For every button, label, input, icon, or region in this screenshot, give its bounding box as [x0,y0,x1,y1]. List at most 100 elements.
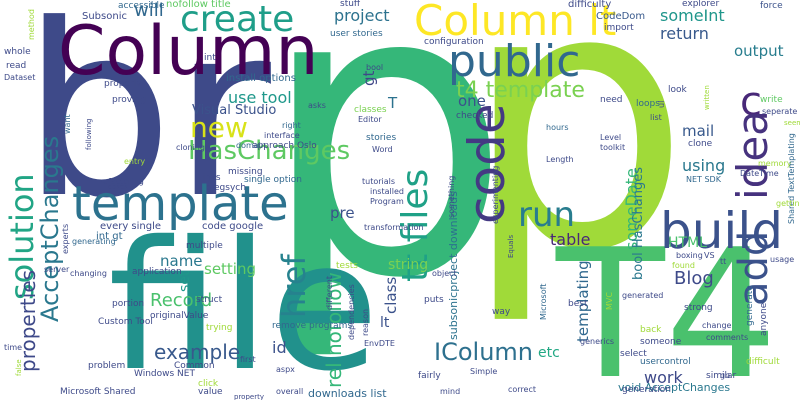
word-cloud-word: user stories [330,30,383,39]
word-cloud-word: table [550,232,591,248]
word-cloud-word: single option [244,176,302,185]
word-cloud-word: force [760,2,783,11]
word-cloud-word: bool [366,64,383,72]
word-cloud-word: clone [688,140,712,149]
word-cloud-word: dependencies [348,284,356,340]
word-cloud-word: generics [580,338,614,346]
word-cloud-word: write [760,96,783,105]
word-cloud-word: proving [112,96,146,105]
word-cloud-word: IColumn [434,340,533,364]
word-cloud-word: HTML [668,236,707,250]
word-cloud-word: comments [706,334,748,342]
word-cloud-word: stories [366,134,396,143]
word-cloud-word: explorer [682,0,719,9]
word-cloud-word: Custom Tool [98,318,153,327]
word-cloud-word: gt [362,71,377,86]
word-cloud-word: Microsoft Shared [60,388,136,397]
word-cloud-word: toolkit [600,144,625,152]
word-cloud-word: changing [70,270,107,278]
word-cloud-word: written [704,85,711,110]
word-cloud-word: someone [640,338,681,347]
word-cloud-word: code google [202,222,263,232]
word-cloud-word: something [448,176,456,218]
word-cloud-word: project [334,8,390,24]
word-cloud-word: installed [370,188,404,196]
word-cloud-word: puts [424,296,444,305]
word-cloud-word: cloning [176,144,205,152]
word-cloud-word: need [600,96,623,105]
word-cloud-word: way [492,308,510,317]
word-cloud-word: Level [600,134,621,142]
word-cloud-word: property [234,394,264,400]
word-cloud-word: getting [776,200,800,208]
word-cloud-word: etc [538,346,560,360]
word-cloud-word: properties [18,270,38,372]
word-cloud-word: setting [204,262,256,277]
word-cloud-word: lt [380,316,389,330]
word-cloud-word: mail [682,124,714,139]
word-cloud-word: best [568,300,587,309]
word-cloud-word: cases [108,184,128,191]
word-cloud-word: tt [720,258,726,266]
word-cloud-word: boxing [676,252,703,260]
word-cloud-word: int [204,54,216,63]
word-cloud-word: olegsych [206,184,246,193]
word-cloud-word: Simple [470,368,497,376]
word-cloud-word: entry [124,158,145,166]
word-cloud-word: Windows NET [134,370,195,379]
word-cloud-word: install options [226,74,296,84]
word-cloud-word: different [326,276,334,310]
word-cloud-word: false [16,359,23,376]
word-cloud-word: application [132,268,182,277]
word-cloud-word: ul [658,101,666,108]
word-cloud-word: stuff [340,0,360,9]
word-cloud-word: downloads list [308,388,387,399]
word-cloud-word: properly [104,80,142,89]
word-cloud-word: seperate [762,108,797,116]
word-cloud-word: Editor [358,116,382,124]
word-cloud-word: AcceptChanges [38,136,62,322]
word-cloud-word: seems [784,120,800,127]
word-cloud-word: Length [546,156,574,164]
word-cloud-word: correct [508,386,536,394]
word-cloud-word: want [64,114,72,134]
word-cloud-word: back [640,326,661,335]
word-cloud-word: output [734,44,783,59]
word-cloud-word: right [282,122,301,130]
word-cloud-word: generating [72,238,116,246]
word-cloud-word: anyone [760,303,769,336]
word-cloud-word: list [650,114,662,122]
word-cloud-word: checked [456,112,493,121]
word-cloud-word: whole [4,48,31,57]
word-cloud-word: run [518,198,575,232]
word-cloud-word: difficulty [568,0,611,10]
word-cloud-word: Blog [674,270,714,288]
word-cloud-word: class [384,277,399,314]
word-cloud-word: Dataset [4,74,35,82]
word-cloud-word: import [604,24,634,33]
word-cloud-word: generated [622,292,663,300]
word-cloud-word: configuration [424,38,484,47]
word-cloud-word: Subsonic [82,12,127,22]
word-cloud-word: generation [622,386,671,395]
word-cloud-word: pre [330,206,355,221]
word-cloud-word: reason [362,309,370,336]
word-cloud-word: Equals [508,235,515,258]
word-cloud-word: Program [370,198,404,206]
word-cloud-word: MVC [606,292,614,310]
word-cloud-word: look [668,86,687,95]
word-cloud-word: EnvDTE [364,340,395,348]
word-cloud-word: interface [264,132,300,140]
word-cloud-word: struct [196,296,222,305]
word-cloud-word: VS [704,252,715,260]
word-cloud-word: usage [770,256,794,264]
word-cloud-word: nofollow title [166,0,231,10]
word-cloud-word: first [240,356,256,364]
word-cloud-word: transformation [364,224,423,232]
word-cloud-word: go [720,372,730,380]
word-cloud-word: experimenting [492,166,500,224]
word-cloud-word: code [462,103,512,224]
word-cloud-word: Word [372,146,393,154]
word-cloud-word: click [198,380,218,389]
word-cloud-word: portion [112,300,144,309]
